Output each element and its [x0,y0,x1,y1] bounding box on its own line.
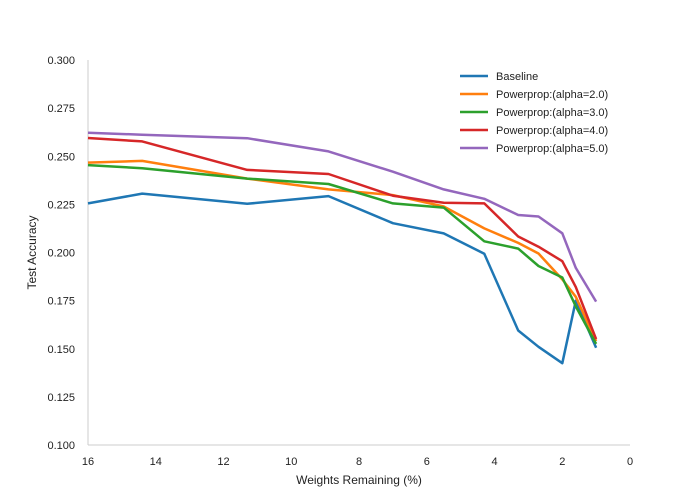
y-tick-label: 0.175 [47,296,75,308]
series-line [87,192,598,365]
x-tick-label: 0 [627,456,633,468]
x-tick-label: 8 [356,456,362,468]
x-tick-label: 14 [150,456,162,468]
y-tick-label: 0.300 [47,55,75,67]
y-tick-label: 0.125 [47,392,75,404]
y-tick-label: 0.225 [47,199,75,211]
y-tick-label: 0.275 [47,103,75,115]
legend-label: Baseline [496,71,538,83]
series-line [87,131,598,303]
legend-label: Powerprop:(alpha=3.0) [496,107,608,119]
legend-label: Powerprop:(alpha=4.0) [496,125,608,137]
axes [87,60,630,446]
x-tick-label: 2 [559,456,565,468]
x-axis-title: Weights Remaining (%) [296,473,422,487]
y-tick-label: 0.100 [47,440,75,452]
x-tick-label: 10 [285,456,297,468]
series-lines [87,131,598,365]
legend-label: Powerprop:(alpha=5.0) [496,143,608,155]
x-tick-label: 4 [491,456,497,468]
y-tick-label: 0.200 [47,248,75,260]
x-tick-label: 16 [82,456,94,468]
legend-label: Powerprop:(alpha=2.0) [496,89,608,101]
x-tick-label: 12 [217,456,229,468]
x-tick-label: 6 [424,456,430,468]
y-tick-label: 0.150 [47,344,75,356]
y-tick-labels: 0.100 0.125 0.150 0.175 0.200 0.225 0.250 0.275… [47,55,75,452]
y-tick-label: 0.250 [47,151,75,163]
series-line [87,163,598,345]
legend: Baseline Powerprop:(alpha=2.0) Powerprop:(… [460,71,608,155]
series-line [87,136,598,340]
y-axis-title: Test Accuracy [25,215,39,289]
x-tick-labels: 16 14 12 10 8 6 4 2 0 [82,456,633,468]
